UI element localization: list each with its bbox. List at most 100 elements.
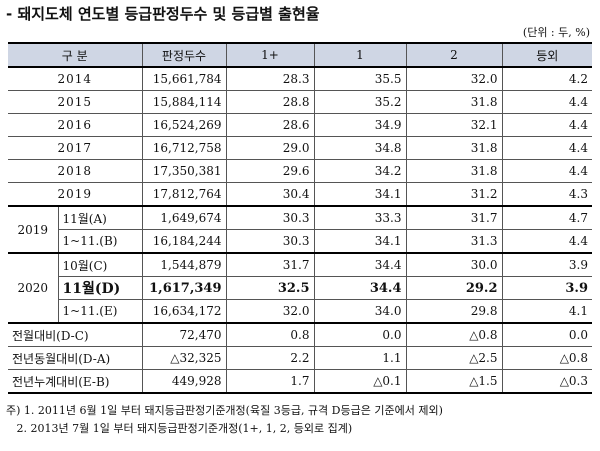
comparison-label: 전월대비(D-C)	[8, 322, 143, 347]
grade-1plus-cell: 30.3	[225, 229, 315, 254]
grade-other-cell: 4.4	[501, 90, 592, 114]
grade-other-cell: 4.7	[501, 205, 592, 230]
grade-1-cell: 34.8	[313, 136, 407, 160]
grade-other-cell: △0.8	[501, 346, 592, 370]
grade-1plus-cell: 32.5	[225, 276, 315, 300]
header-grade-1plus: 1+	[225, 43, 315, 68]
table-row: 2019 11월(A) 1,649,674 30.3 33.3 31.7 4.7	[8, 205, 592, 254]
table-row: 2019 17,812,764 30.4 34.1 31.2 4.3	[8, 182, 592, 207]
year-label: 2017	[8, 136, 143, 160]
count-cell: 1,617,349	[141, 276, 227, 300]
count-cell: 72,470	[141, 322, 227, 347]
grade-1-cell: △0.1	[313, 369, 407, 394]
grade-1-cell: 34.1	[313, 182, 407, 207]
grade-other-cell: 4.2	[501, 66, 592, 91]
grade-other-cell: 0.0	[501, 322, 592, 347]
count-cell: 16,634,172	[141, 299, 227, 324]
header-grade-1: 1	[313, 43, 407, 68]
year-label: 2019	[8, 182, 143, 207]
grade-1-cell: 33.3	[313, 205, 407, 230]
grade-1plus-cell: 2.2	[225, 346, 315, 370]
grade-1-cell: 34.4	[313, 276, 407, 300]
grade-1plus-cell: 1.7	[225, 369, 315, 394]
table-row-highlight: 11월(D) 1,617,349 32.5 34.4 29.2 3.9	[8, 276, 592, 300]
footnotes: 주) 1. 2011년 6월 1일 부터 돼지등급판정기준개정(육질 3등급, …	[6, 402, 443, 438]
grade-1-cell: 0.0	[313, 322, 407, 347]
count-cell: 16,184,244	[141, 229, 227, 254]
grade-1-cell: 34.9	[313, 113, 407, 137]
count-cell: 17,812,764	[141, 182, 227, 207]
grade-2-cell: 31.3	[405, 229, 503, 254]
year-label: 2016	[8, 113, 143, 137]
period-label: 11월(A)	[57, 205, 143, 230]
grade-2-cell: 31.7	[405, 205, 503, 230]
grade-other-cell: 4.3	[501, 182, 592, 207]
table-row: 2018 17,350,381 29.6 34.2 31.8 4.4	[8, 159, 592, 183]
grade-1plus-cell: 30.4	[225, 182, 315, 207]
count-cell: 16,712,758	[141, 136, 227, 160]
grade-1-cell: 35.2	[313, 90, 407, 114]
count-cell: 449,928	[141, 369, 227, 394]
header-grade-other: 등외	[501, 43, 592, 68]
page-title: - 돼지도체 연도별 등급판정두수 및 등급별 출현율	[6, 5, 320, 23]
count-cell: △32,325	[141, 346, 227, 370]
year-label: 2015	[8, 90, 143, 114]
year-label: 2014	[8, 66, 143, 91]
grade-other-cell: 3.9	[501, 252, 592, 277]
table-row: 전월대비(D-C) 72,470 0.8 0.0 △0.8 0.0	[8, 322, 592, 347]
count-cell: 1,649,674	[141, 205, 227, 230]
table-row: 2014 15,661,784 28.3 35.5 32.0 4.2	[8, 66, 592, 91]
grade-1plus-cell: 0.8	[225, 322, 315, 347]
grading-table: 구 분 판정두수 1+ 1 2 등외 2014 15,661,784 28.3 …	[8, 42, 592, 394]
footnote: 2. 2013년 7월 1일 부터 돼지등급판정기준개정(1+, 1, 2, 등…	[6, 422, 353, 435]
grade-other-cell: 4.1	[501, 299, 592, 324]
count-cell: 15,884,114	[141, 90, 227, 114]
grade-2-cell: 31.8	[405, 159, 503, 183]
comparison-label: 전년누계대비(E-B)	[8, 369, 143, 394]
grade-1plus-cell: 30.3	[225, 205, 315, 230]
grade-2-cell: 31.8	[405, 90, 503, 114]
grade-1plus-cell: 28.8	[225, 90, 315, 114]
grade-1-cell: 1.1	[313, 346, 407, 370]
grade-2-cell: △1.5	[405, 369, 503, 394]
table-row: 2015 15,884,114 28.8 35.2 31.8 4.4	[8, 90, 592, 114]
grade-1plus-cell: 29.0	[225, 136, 315, 160]
grade-1-cell: 34.1	[313, 229, 407, 254]
count-cell: 15,661,784	[141, 66, 227, 91]
grade-other-cell: 4.4	[501, 159, 592, 183]
grade-2-cell: △2.5	[405, 346, 503, 370]
grade-1-cell: 35.5	[313, 66, 407, 91]
comparison-label: 전년동월대비(D-A)	[8, 346, 143, 370]
grade-2-cell: △0.8	[405, 322, 503, 347]
count-cell: 16,524,269	[141, 113, 227, 137]
grade-1plus-cell: 32.0	[225, 299, 315, 324]
group-year-label: 2019	[8, 205, 59, 254]
grade-1-cell: 34.4	[313, 252, 407, 277]
grade-other-cell: 4.4	[501, 136, 592, 160]
count-cell: 17,350,381	[141, 159, 227, 183]
grade-1plus-cell: 28.6	[225, 113, 315, 137]
group-year-label: 2020	[8, 252, 59, 324]
header-category: 구 분	[8, 43, 143, 68]
period-label: 10월(C)	[57, 252, 143, 277]
grade-other-cell: 4.4	[501, 113, 592, 137]
grade-other-cell: 4.4	[501, 229, 592, 254]
grade-2-cell: 31.2	[405, 182, 503, 207]
grade-1-cell: 34.2	[313, 159, 407, 183]
table-row: 1~11.(E) 16,634,172 32.0 34.0 29.8 4.1	[8, 299, 592, 324]
table-row: 2020 10월(C) 1,544,879 31.7 34.4 30.0 3.9	[8, 252, 592, 324]
table-row: 2016 16,524,269 28.6 34.9 32.1 4.4	[8, 113, 592, 137]
period-label: 1~11.(E)	[58, 299, 143, 324]
grade-1-cell: 34.0	[313, 299, 407, 324]
header-row: 구 분 판정두수 1+ 1 2 등외	[8, 43, 592, 68]
grade-other-cell: 3.9	[501, 276, 592, 300]
table-row: 전년누계대비(E-B) 449,928 1.7 △0.1 △1.5 △0.3	[8, 369, 592, 394]
grade-1plus-cell: 29.6	[225, 159, 315, 183]
footnote: 주) 1. 2011년 6월 1일 부터 돼지등급판정기준개정(육질 3등급, …	[6, 404, 443, 417]
header-count: 판정두수	[141, 43, 227, 68]
unit-label: (단위 : 두, %)	[522, 26, 590, 39]
grade-2-cell: 30.0	[405, 252, 503, 277]
period-label: 11월(D)	[58, 276, 143, 300]
grade-2-cell: 29.8	[405, 299, 503, 324]
year-label: 2018	[8, 159, 143, 183]
